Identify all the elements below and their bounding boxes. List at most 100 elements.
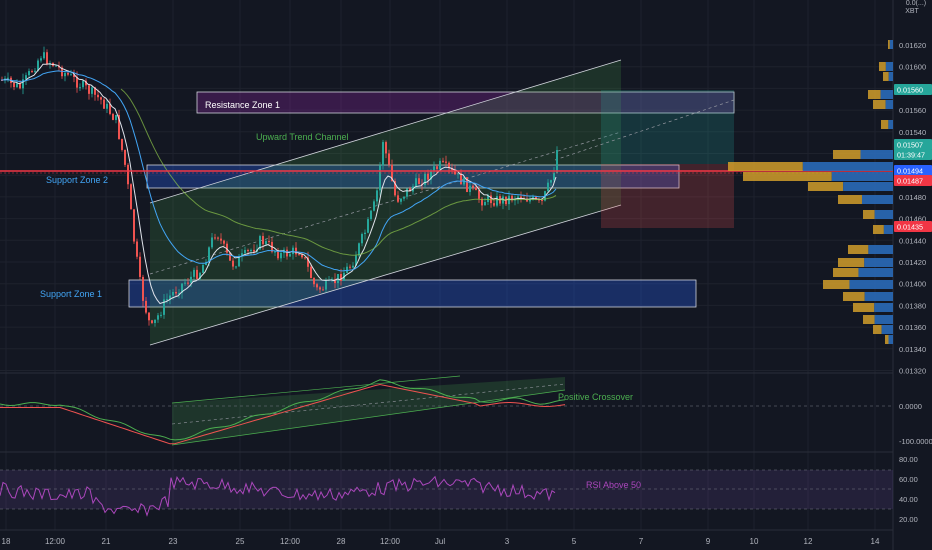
long-position-target[interactable]: [601, 90, 734, 164]
candle-body: [352, 265, 354, 268]
candle-body: [127, 164, 129, 185]
volume-bar-up: [888, 120, 893, 129]
price-tick: 0.01460: [899, 215, 926, 224]
volume-bar-down: [885, 335, 889, 344]
candle-body: [34, 70, 36, 72]
candle-body: [448, 162, 450, 168]
support-zone-1[interactable]: [128, 279, 697, 308]
rsi-axis-80: 80.00: [899, 455, 918, 464]
chart-grid: [0, 0, 893, 530]
volume-bar-up: [858, 268, 893, 277]
price-tick: 0.01420: [899, 258, 926, 267]
trend-channel-label: Upward Trend Channel: [256, 132, 349, 142]
candle-body: [487, 195, 489, 202]
trend-channel-top[interactable]: [149, 59, 622, 204]
price-tick: 0.01600: [899, 63, 926, 72]
price-tick: 0.01400: [899, 280, 926, 289]
candle-body: [166, 298, 168, 300]
time-tick: 12: [804, 537, 813, 546]
candle-body: [430, 171, 432, 180]
candle-body: [88, 85, 90, 94]
candlestick-series: [1, 46, 558, 327]
candle-body: [172, 291, 174, 296]
volume-bar-down: [879, 62, 886, 71]
volume-bar-down: [863, 315, 875, 324]
candle-body: [46, 52, 48, 65]
candle-body: [73, 74, 75, 77]
resistance-zone[interactable]: [196, 91, 735, 114]
candle-body: [439, 160, 441, 170]
candle-body: [469, 185, 471, 192]
candle-body: [136, 241, 138, 257]
candle-body: [154, 319, 156, 323]
candle-body: [397, 195, 399, 202]
time-tick: 18: [2, 537, 11, 546]
long-position-stop[interactable]: [601, 164, 734, 228]
candle-body: [145, 300, 147, 313]
macd-crossover-label: Positive Crossover: [558, 392, 633, 402]
price-tick: 0.01560: [899, 106, 926, 115]
candle-body: [28, 71, 30, 76]
candle-body: [526, 198, 528, 202]
volume-bar-up: [802, 162, 893, 171]
candle-body: [106, 103, 108, 109]
volume-bar-down: [848, 245, 869, 254]
candle-body: [67, 72, 69, 75]
candle-body: [517, 196, 519, 199]
candle-body: [205, 262, 207, 265]
time-tick: 10: [750, 537, 759, 546]
candle-body: [202, 264, 204, 273]
candle-body: [406, 188, 408, 197]
time-tick: 28: [337, 537, 346, 546]
price-tick: 0.01540: [899, 128, 926, 137]
volume-bar-down: [873, 100, 886, 109]
candle-body: [361, 234, 363, 244]
price-tag-label: 0.01507: [897, 141, 923, 150]
candle-body: [454, 170, 456, 175]
candle-body: [160, 314, 162, 316]
time-tick: 14: [871, 537, 880, 546]
volume-bar-down: [838, 195, 862, 204]
candle-body: [274, 251, 276, 253]
candle-body: [118, 114, 120, 139]
candle-body: [496, 196, 498, 206]
candle-body: [409, 188, 411, 192]
candle-body: [289, 254, 291, 257]
trend-channel-bottom[interactable]: [149, 204, 622, 346]
time-tick: 12:00: [45, 537, 66, 546]
candle-body: [241, 253, 243, 257]
support-zone-1-label: Support Zone 1: [40, 289, 102, 299]
candle-body: [1, 80, 3, 81]
volume-bar-down: [883, 72, 889, 81]
volume-bar-down: [808, 182, 844, 191]
candle-body: [268, 241, 270, 243]
candle-body: [115, 114, 117, 120]
support-zone-2-label: Support Zone 2: [46, 175, 108, 185]
candle-body: [553, 172, 555, 181]
ma-fast-line: [0, 63, 557, 305]
candle-body: [265, 241, 267, 245]
price-tick: 0.01440: [899, 236, 926, 245]
ma-slow-line: [0, 70, 557, 272]
candle-body: [19, 83, 21, 89]
candle-body: [364, 232, 366, 235]
candle-body: [280, 253, 282, 259]
candle-body: [316, 284, 318, 288]
candle-body: [325, 280, 327, 290]
candle-body: [493, 203, 495, 206]
volume-bar-down: [728, 162, 803, 171]
candle-body: [319, 287, 321, 290]
time-axis[interactable]: 18 12:00 21 23 25 12:00 28 12:00 Jul 3 5 7 9 10 12 14: [2, 537, 880, 546]
candle-body: [70, 74, 72, 76]
macd-line: [0, 379, 566, 441]
candle-body: [223, 240, 225, 244]
candle-body: [148, 312, 150, 321]
volume-bar-up: [888, 335, 893, 344]
candle-body: [379, 165, 381, 191]
candle-body: [196, 269, 198, 279]
ma-long-line: [120, 88, 557, 256]
candle-body: [16, 83, 18, 88]
candle-body: [445, 161, 447, 163]
